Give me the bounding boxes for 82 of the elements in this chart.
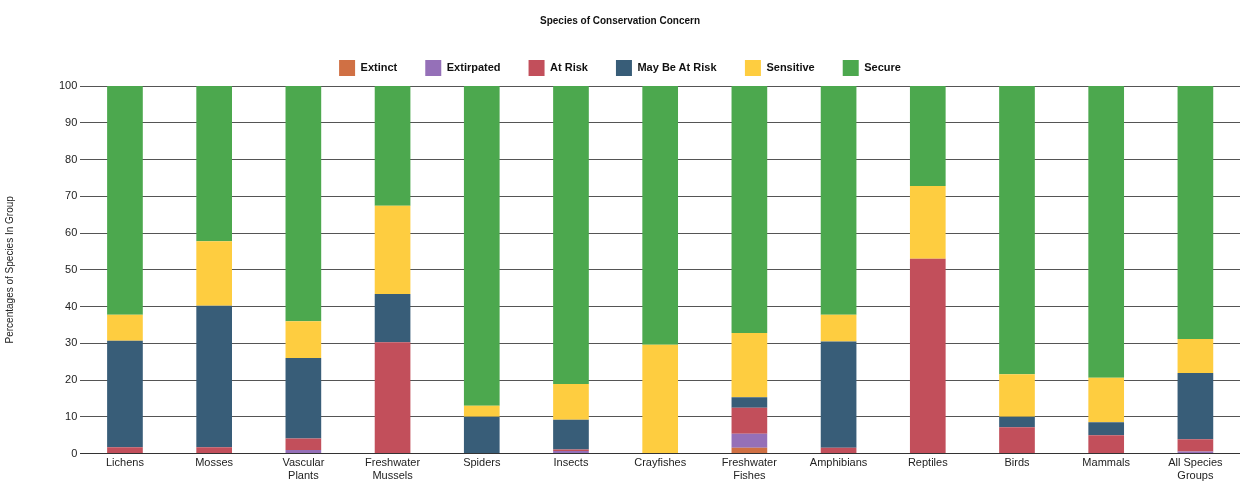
y-tick-label: 50 bbox=[65, 262, 78, 275]
bar bbox=[463, 86, 500, 406]
legend-label: Extinct bbox=[360, 61, 398, 74]
legend-title: Species of Conservation Concern bbox=[539, 14, 701, 26]
bar bbox=[820, 447, 857, 454]
bar bbox=[1088, 377, 1125, 423]
bar bbox=[463, 405, 500, 417]
y-tick-label: 60 bbox=[65, 226, 78, 239]
bar bbox=[374, 342, 411, 454]
x-tick-label: Freshwater Mussels bbox=[365, 456, 421, 482]
y-tick-label: 80 bbox=[65, 152, 78, 165]
x-tick-label: Amphibians bbox=[809, 456, 868, 469]
y-tick-label: 30 bbox=[65, 336, 78, 349]
bar bbox=[285, 321, 322, 359]
bar bbox=[731, 397, 768, 408]
bar bbox=[1088, 422, 1125, 436]
bar bbox=[374, 86, 411, 206]
bar bbox=[642, 344, 679, 454]
bar bbox=[285, 86, 322, 322]
bar bbox=[999, 86, 1035, 375]
bar bbox=[196, 447, 232, 454]
bar bbox=[196, 241, 232, 306]
legend-label: Sensitive bbox=[766, 61, 815, 74]
bar bbox=[731, 407, 768, 434]
y-axis-title: Percentages of Species In Group bbox=[3, 195, 15, 344]
bar bbox=[1177, 439, 1214, 452]
y-tick-label: 90 bbox=[65, 115, 78, 128]
bar bbox=[285, 358, 322, 439]
bar bbox=[374, 205, 411, 295]
bar bbox=[1088, 86, 1125, 378]
bar bbox=[909, 185, 946, 259]
bar bbox=[553, 419, 589, 450]
bar bbox=[374, 294, 411, 343]
bar bbox=[107, 86, 143, 315]
legend-label: Secure bbox=[864, 61, 901, 74]
x-tick-label: Insects bbox=[553, 456, 589, 469]
x-tick-label: Mammals bbox=[1082, 456, 1131, 469]
x-tick-label: Freshwater Fishes bbox=[721, 456, 778, 482]
y-tick-label: 40 bbox=[65, 299, 78, 312]
bar bbox=[820, 86, 857, 315]
bar bbox=[1088, 435, 1125, 454]
y-tick-label: 70 bbox=[65, 189, 78, 202]
bar bbox=[107, 340, 143, 448]
bar bbox=[1177, 86, 1214, 339]
bar bbox=[999, 416, 1035, 428]
x-tick-label: All Species Groups bbox=[1168, 456, 1224, 482]
bar bbox=[731, 86, 768, 334]
legend-label: At Risk bbox=[550, 61, 589, 74]
x-tick-label: Lichens bbox=[105, 456, 145, 469]
x-tick-label: Reptiles bbox=[907, 456, 949, 469]
bar bbox=[196, 305, 232, 448]
bar bbox=[731, 447, 768, 454]
bar bbox=[107, 447, 143, 454]
legend-label: May Be At Risk bbox=[637, 61, 718, 74]
x-tick-label: Birds bbox=[1004, 456, 1031, 469]
bar bbox=[642, 86, 679, 345]
x-tick-label: Spiders bbox=[463, 456, 501, 469]
y-tick-label: 0 bbox=[71, 446, 78, 459]
x-tick-label: Crayfishes bbox=[634, 456, 687, 469]
bar bbox=[1177, 373, 1214, 440]
bar bbox=[999, 374, 1035, 417]
x-tick-label: Vascular Plants bbox=[282, 456, 325, 482]
bar bbox=[909, 86, 946, 186]
y-tick-label: 10 bbox=[65, 409, 78, 422]
y-tick-label: 20 bbox=[65, 373, 78, 386]
bar bbox=[820, 314, 857, 342]
bar bbox=[1177, 338, 1214, 374]
bar bbox=[909, 258, 946, 454]
bar bbox=[553, 86, 589, 385]
bar bbox=[196, 86, 232, 242]
bar bbox=[820, 341, 857, 448]
y-tick-label: 100 bbox=[58, 79, 78, 92]
bar bbox=[731, 433, 768, 448]
bar bbox=[285, 438, 322, 450]
bar bbox=[999, 427, 1035, 454]
bar bbox=[463, 416, 500, 454]
bar bbox=[285, 449, 322, 454]
legend-label: Extirpated bbox=[446, 61, 501, 74]
bar bbox=[553, 384, 589, 420]
bar bbox=[107, 314, 143, 341]
x-tick-label: Mosses bbox=[195, 456, 234, 469]
bar bbox=[731, 333, 768, 398]
